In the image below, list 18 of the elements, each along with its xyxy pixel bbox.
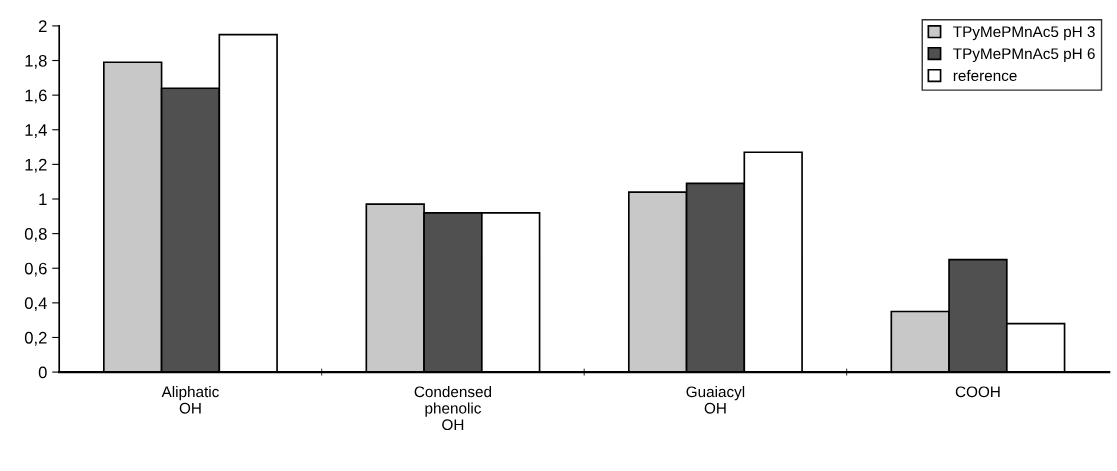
legend-label: reference: [953, 69, 1017, 82]
y-tick-label: 0,4: [24, 297, 47, 312]
x-tick-label: Condensed phenolic OH: [414, 385, 492, 431]
x-tick-label: COOH: [955, 386, 1000, 398]
legend-label: TPyMePMnAc5 pH 3: [953, 26, 1095, 41]
x-tick-label: Aliphatic OH: [161, 385, 219, 414]
y-tick-label: 1: [39, 193, 47, 206]
y-tick-label: 1,2: [25, 158, 47, 173]
legend-label: TPyMePMnAc5 pH 6: [953, 48, 1095, 63]
x-tick-label: Guaiacyl OH: [686, 385, 745, 414]
y-tick-label: 0,6: [24, 262, 47, 277]
y-tick-label: 0: [38, 366, 47, 379]
y-tick-label: 2: [38, 20, 47, 32]
y-tick-label: 1,4: [25, 124, 47, 138]
y-tick-label: 0,2: [24, 331, 47, 346]
y-tick-label: 1,8: [25, 54, 47, 69]
y-tick-label: 1,6: [25, 89, 47, 104]
y-tick-label: 0,8: [24, 228, 47, 242]
